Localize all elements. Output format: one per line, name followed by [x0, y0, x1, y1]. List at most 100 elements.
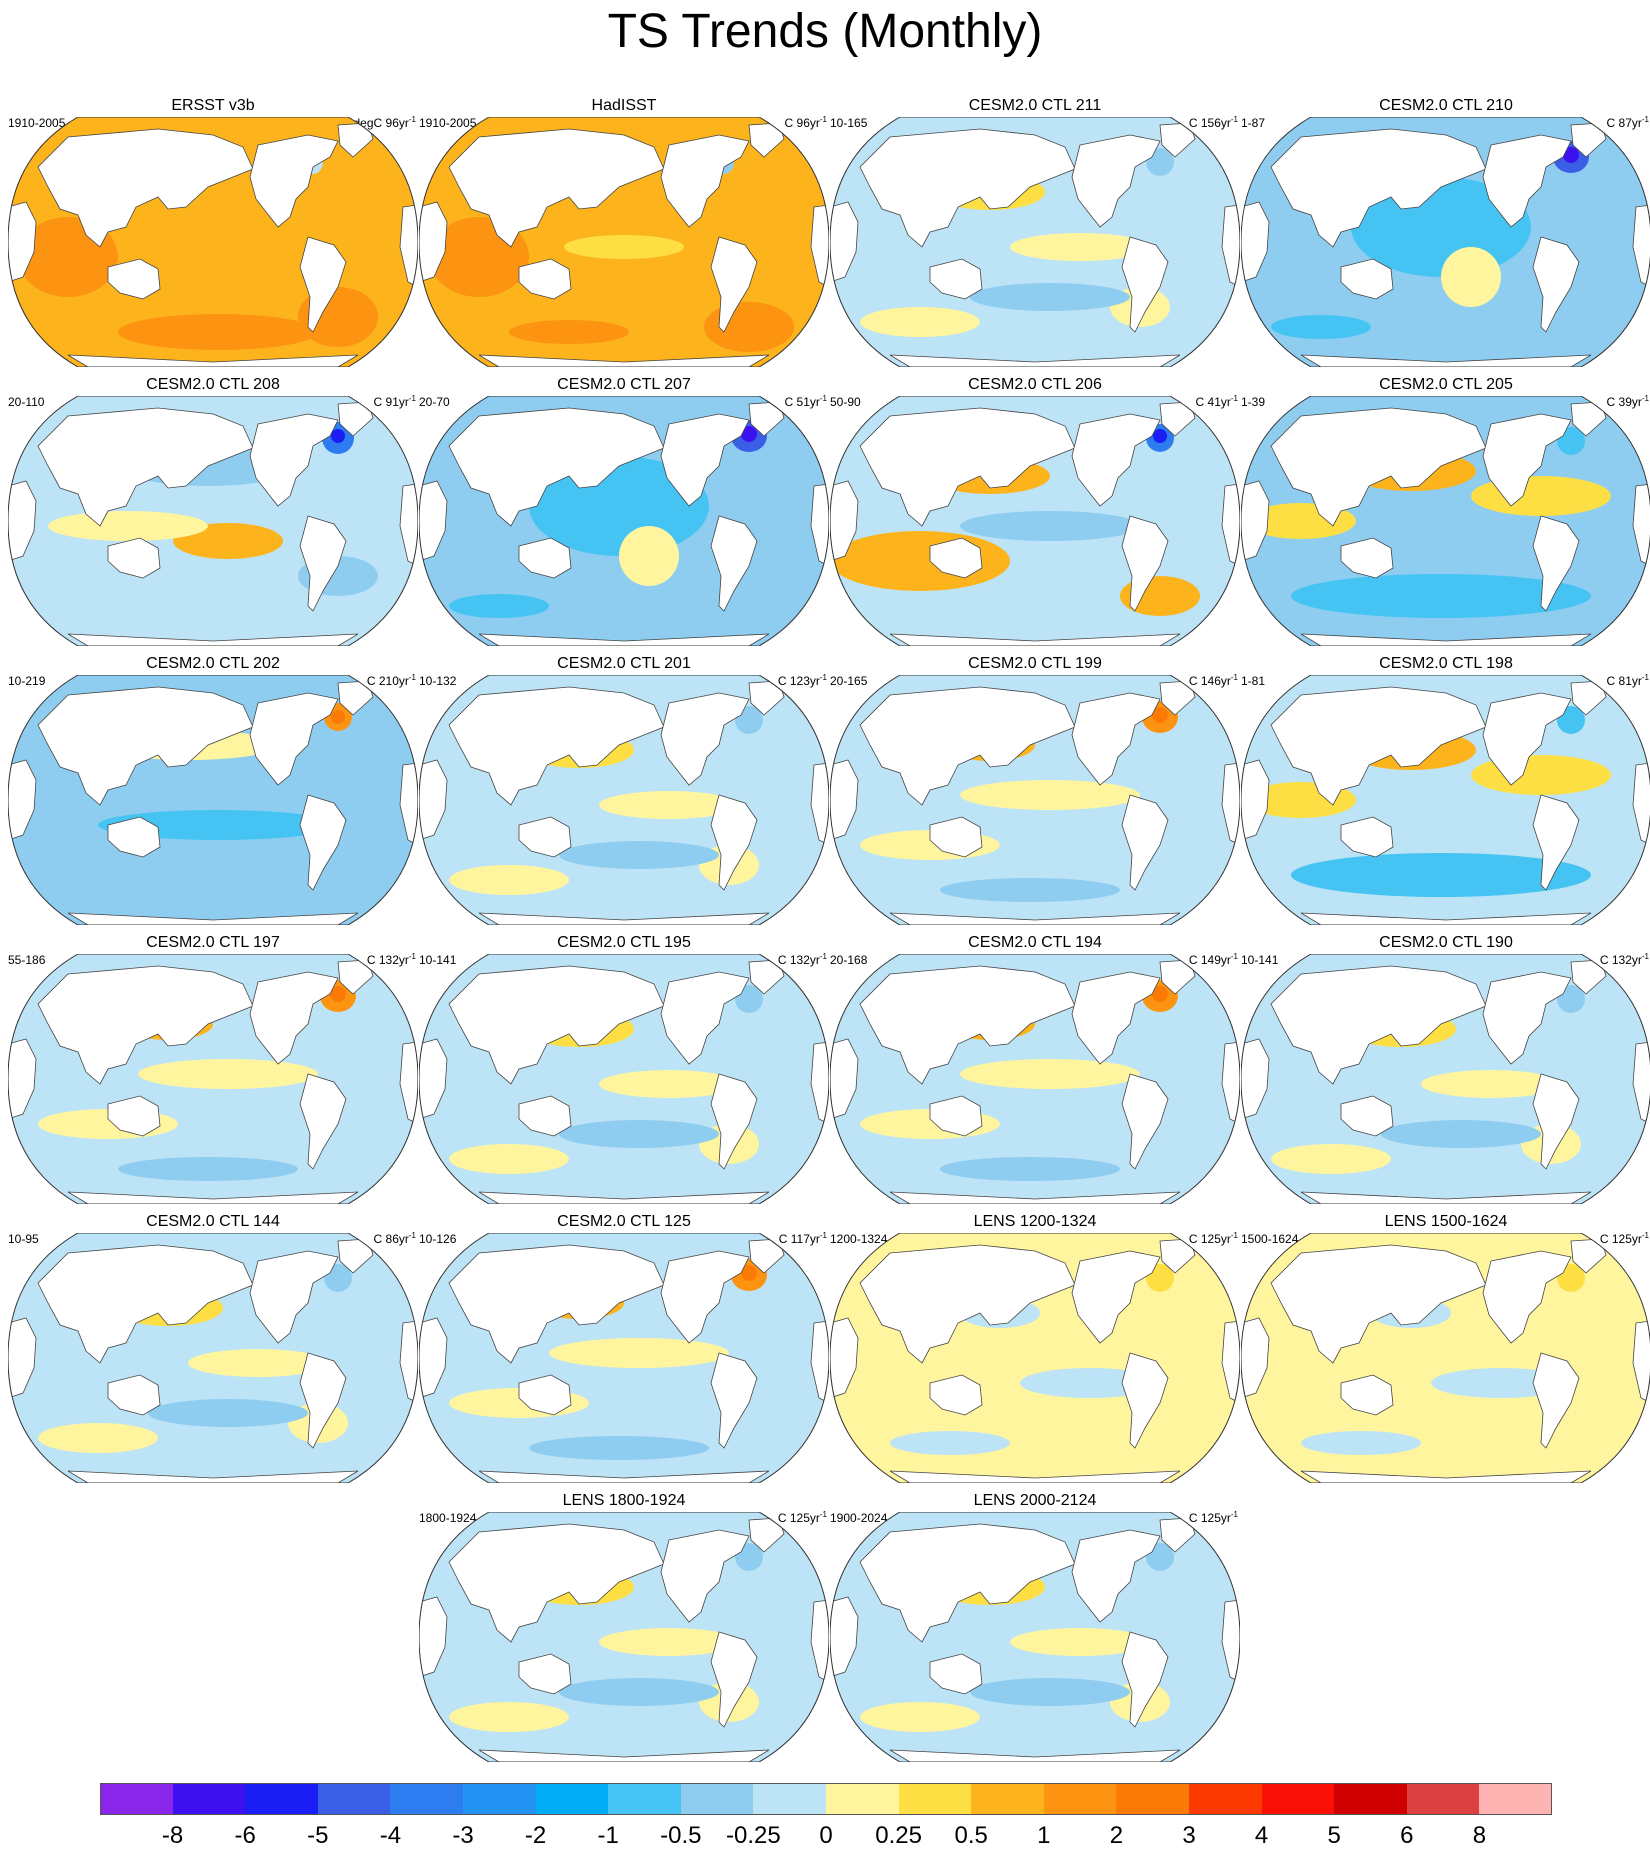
panel-title: CESM2.0 CTL 202: [146, 655, 280, 672]
map-panel: CESM2.0 CTL 144 10-95 C 86yr-1: [8, 1213, 418, 1483]
map-outline: [830, 675, 1240, 925]
trend-anomaly-region: [599, 1628, 739, 1656]
land-australia: [929, 1095, 983, 1137]
map-panel: CESM2.0 CTL 194 20-168 C 149yr-1: [830, 934, 1240, 1204]
panel-units-exponent: -1: [1230, 1231, 1238, 1240]
trend-anomaly-region: [599, 791, 739, 819]
panel-units-exponent: -1: [408, 115, 416, 124]
land-africa: [1241, 480, 1270, 562]
land-africa: [1241, 759, 1270, 841]
land-australia: [929, 816, 983, 858]
panel-units: C 39yr-1: [1607, 392, 1649, 409]
land-antarctica: [67, 633, 359, 646]
trend-anomaly-region: [1152, 986, 1168, 1002]
land-antarctica: [478, 1749, 770, 1762]
land-africa: [8, 759, 37, 841]
panel-units-text: C 132yr: [1599, 953, 1642, 967]
land-africa: [830, 759, 859, 841]
trend-anomaly-region: [559, 1120, 719, 1148]
figure-title: TS Trends (Monthly): [607, 5, 1043, 58]
trend-anomaly-region: [1291, 574, 1591, 618]
land-asiaEurope: [448, 128, 665, 248]
panel-units-exponent: -1: [1230, 115, 1238, 124]
land-southAmerica: [710, 1352, 758, 1449]
land-northAmerica: [660, 692, 750, 786]
robinson-map: [1241, 954, 1650, 1204]
trend-anomaly-region: [449, 865, 569, 895]
panel-year-range: 55-186: [8, 953, 46, 967]
panel-title: CESM2.0 CTL 208: [146, 376, 280, 393]
panel-year-range: 1910-2005: [8, 116, 66, 130]
panel-units-text: C 132yr: [777, 953, 820, 967]
land-antarctica: [889, 1191, 1181, 1204]
land-asiaEurope: [448, 1523, 665, 1643]
panel-units-text: C 125yr: [1188, 1511, 1231, 1525]
colorbar-tick-label: -6: [234, 1822, 256, 1849]
land-asiaEurope: [859, 686, 1076, 806]
panel-units: C 41yr-1: [1196, 392, 1238, 409]
land-africa: [8, 480, 37, 562]
land-africa: [830, 480, 859, 562]
panel-units-text: C 210yr: [366, 674, 409, 688]
panel-title: CESM2.0 CTL 195: [557, 934, 691, 951]
colorbar-tick-label: 6: [1400, 1822, 1414, 1849]
robinson-map: [1241, 1233, 1650, 1483]
colorbar-border: [100, 1783, 1552, 1815]
robinson-map: [8, 1233, 418, 1483]
panel-units: C 87yr-1: [1607, 113, 1649, 130]
colorbar-tick-label: -2: [524, 1822, 547, 1849]
land-northAmerica: [1071, 134, 1161, 228]
panel-units-exponent: -1: [1641, 394, 1649, 403]
land-antarctica: [478, 1470, 770, 1483]
colorbar-swatch: [826, 1783, 900, 1815]
colorbar-swatch: [390, 1783, 464, 1815]
panel-units-exponent: -1: [1230, 394, 1238, 403]
trend-anomaly-region: [741, 426, 757, 442]
robinson-map: [419, 396, 829, 646]
panel-units-text: C 96yr: [784, 116, 820, 130]
panel-title: CESM2.0 CTL 125: [557, 1213, 691, 1230]
land-southAmerica: [1121, 1352, 1169, 1449]
land-australia: [929, 258, 983, 300]
colorbar-tick-label: 3: [1182, 1822, 1196, 1849]
panel-year-range: 1800-1924: [419, 1511, 477, 1525]
map-outline: [830, 1512, 1240, 1762]
map-panel: CESM2.0 CTL 201 10-132 C 123yr-1: [419, 655, 829, 925]
panel-year-range: 10-141: [419, 953, 457, 967]
colorbar-tick-label: -3: [452, 1822, 474, 1849]
panel-units-text: C 39yr: [1606, 395, 1642, 409]
colorbar-tick-label: 4: [1254, 1822, 1269, 1849]
land-northAmerica: [1071, 692, 1161, 786]
land-southAmerica: [299, 1352, 347, 1449]
panel-units-text: C 117yr: [778, 1232, 820, 1246]
trend-anomaly-region: [940, 878, 1120, 902]
colorbar-swatch: [535, 1783, 609, 1815]
land-northAmerica: [249, 1250, 339, 1344]
panel-units: C 81yr-1: [1607, 671, 1649, 688]
land-northAmerica: [1482, 971, 1572, 1065]
panel-title: CESM2.0 CTL 207: [557, 376, 691, 393]
panel-title: LENS 1500-1624: [1384, 1213, 1508, 1230]
panel-units-text: C 51yr: [784, 395, 820, 409]
trend-anomaly-region: [449, 1702, 569, 1732]
land-antarctica: [889, 633, 1181, 646]
land-northAmerica: [1482, 134, 1572, 228]
panel-units: C 146yr-1: [1189, 671, 1238, 688]
land-antarctica: [67, 912, 359, 925]
land-northAmerica: [1482, 1250, 1572, 1344]
land-asiaEurope: [859, 407, 1076, 527]
land-australia: [518, 537, 572, 579]
land-northAmerica: [660, 1250, 750, 1344]
robinson-map: [1241, 396, 1650, 646]
panel-units-text: C 81yr: [1606, 674, 1642, 688]
panel-units: C 149yr-1: [1189, 950, 1238, 967]
panel-units: C 117yr-1: [779, 1229, 827, 1246]
colorbar-tick-label: 8: [1472, 1822, 1487, 1849]
trend-anomaly-region: [599, 1070, 739, 1098]
trend-anomaly-region: [1010, 1628, 1150, 1656]
panel-year-range: 10-132: [419, 674, 457, 688]
trend-anomaly-region: [148, 1399, 308, 1427]
robinson-map: [830, 1233, 1240, 1483]
panel-title: CESM2.0 CTL 206: [968, 376, 1102, 393]
land-southAmerica: [1121, 515, 1169, 612]
